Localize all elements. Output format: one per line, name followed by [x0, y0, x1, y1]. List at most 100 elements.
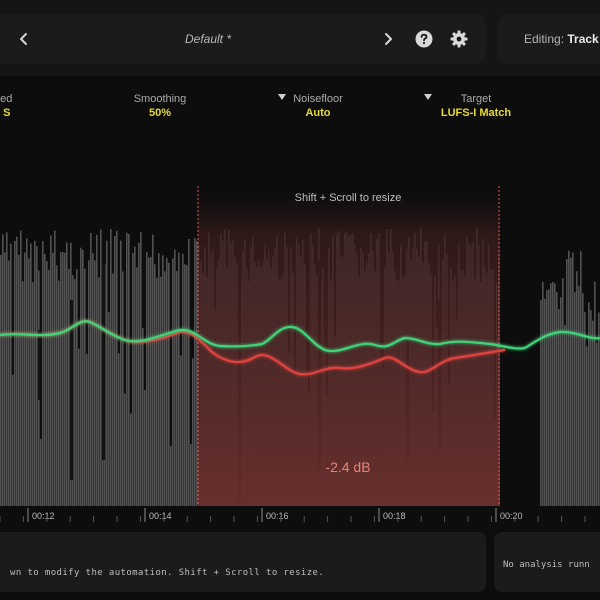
waveform-bar [106, 240, 108, 506]
param-smoothing-value: 50% [148, 107, 172, 119]
waveform-bar [138, 242, 140, 506]
waveform-bar [176, 271, 178, 506]
waveform-bar [24, 252, 26, 506]
waveform-bar [156, 277, 158, 506]
waveform-bar [134, 246, 136, 506]
timeline-label: 00:20 [500, 511, 523, 521]
waveform-bar [32, 282, 34, 506]
waveform-bar [540, 300, 542, 506]
waveform-bar [16, 236, 18, 506]
waveform-bar [560, 297, 562, 506]
waveform-bar [578, 285, 580, 506]
waveform-bar [192, 358, 194, 506]
waveform-bar [140, 232, 142, 506]
waveform-bar [566, 259, 568, 506]
waveform-bar [144, 390, 146, 506]
timeline-label: 00:16 [266, 511, 289, 521]
parameters-row: eed 0 S Smoothing 50% Noisefloor Auto Ta… [0, 76, 600, 186]
preset-name[interactable]: Default * [184, 32, 232, 46]
waveform-bar [548, 289, 550, 506]
waveform-bar [22, 281, 24, 506]
waveform-bar [576, 271, 578, 506]
waveform-bar [196, 240, 198, 506]
waveform-bar [30, 243, 32, 506]
editing-value: Track [567, 32, 599, 46]
waveform-bar [98, 277, 100, 506]
waveform-bar [12, 374, 14, 506]
waveform-bar [178, 252, 180, 506]
waveform-bar [164, 271, 166, 506]
waveform-bar [122, 271, 124, 506]
param-smoothing[interactable]: Smoothing 50% [120, 92, 200, 121]
waveform-bar [584, 312, 586, 506]
waveform-bar [112, 273, 114, 506]
waveform-bar [130, 413, 132, 506]
waveform-bar [82, 249, 84, 507]
waveform-bar [142, 327, 144, 506]
previous-preset-button[interactable] [12, 27, 36, 51]
waveform-bar [108, 312, 110, 506]
waveform-bar [2, 234, 4, 506]
waveform-bar [0, 254, 2, 506]
waveform-bar [598, 312, 600, 506]
waveform-bar [562, 278, 564, 506]
waveform-bar [150, 257, 152, 506]
waveform-bar [580, 251, 582, 506]
help-icon [415, 30, 433, 48]
editing-label-text: Editing: [524, 32, 565, 46]
waveform-bar [26, 238, 28, 506]
waveform-bar [586, 346, 588, 506]
waveform-bar [36, 246, 38, 506]
top-bar: Default * [0, 0, 600, 76]
waveform-bar [118, 353, 120, 506]
waveform-bar [84, 268, 86, 506]
gain-value[interactable]: -2.4 dB [325, 459, 370, 475]
param-noisefloor-label: Noisefloor [293, 93, 343, 105]
timeline-label: 00:18 [383, 511, 406, 521]
param-noisefloor[interactable]: Noisefloor Auto [278, 92, 356, 121]
waveform-bar [50, 235, 52, 506]
hint-panel [0, 532, 486, 592]
waveform-bar [92, 253, 94, 506]
waveform-bar [14, 240, 16, 506]
waveform-bar [570, 257, 572, 506]
timeline[interactable]: 00:12 00:14 00:16 00:18 00:20 [0, 506, 600, 526]
waveform-bar [110, 229, 112, 506]
next-preset-button[interactable] [376, 27, 400, 51]
waveform-bar [78, 348, 80, 506]
target-dropdown-icon [424, 94, 432, 100]
waveform-bar [564, 324, 566, 506]
waveform-bar [174, 249, 176, 506]
waveform-bar [186, 265, 188, 506]
waveform-bar [582, 293, 584, 506]
waveform-bar [62, 252, 64, 506]
waveform-bar [52, 252, 54, 506]
waveform-bar [4, 252, 6, 506]
waveform-bar [46, 261, 48, 506]
param-smoothing-label: Smoothing [133, 93, 187, 105]
timeline-label: 00:12 [32, 511, 55, 521]
waveform-bar [132, 252, 134, 506]
help-button[interactable] [413, 28, 435, 50]
analysis-status: No analysis runn [503, 560, 590, 570]
waveform-bar [42, 241, 44, 507]
waveform-bar [136, 267, 138, 506]
param-speed[interactable]: eed 0 S [0, 92, 24, 121]
waveform-bar [592, 320, 594, 506]
waveform-bar [6, 232, 8, 507]
param-target-label: Target [460, 93, 492, 105]
param-noisefloor-value: Auto [305, 107, 331, 119]
loudness-curve[interactable] [0, 320, 600, 353]
param-target[interactable]: Target LUFS-I Match [424, 92, 520, 121]
waveform-bar [180, 355, 182, 506]
settings-button[interactable] [448, 28, 470, 50]
waveform-bar [34, 240, 36, 506]
waveform-bar [56, 265, 58, 506]
waveform-bar [90, 232, 92, 507]
waveform-bar [554, 283, 556, 506]
editing-target-selector[interactable]: Editing: Track [498, 14, 600, 64]
waveform-bar [40, 438, 42, 506]
waveform-bar [182, 253, 184, 506]
waveform-bar [542, 281, 544, 506]
